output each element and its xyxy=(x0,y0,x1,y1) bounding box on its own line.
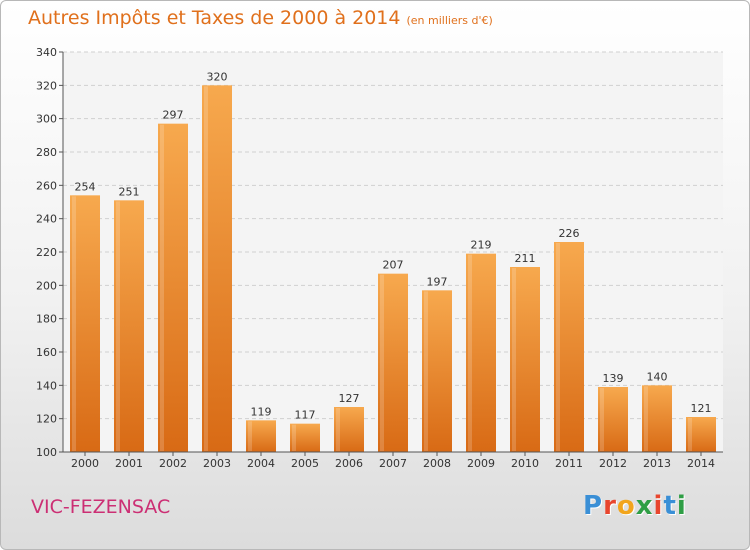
proxiti-logo[interactable]: Proxiti xyxy=(583,491,687,521)
logo-letter: P xyxy=(583,491,604,521)
data-label-2013: 140 xyxy=(647,370,668,383)
bar-highlight xyxy=(688,418,692,451)
x-tick-label-2005: 2005 xyxy=(291,457,319,470)
y-tick-label: 260 xyxy=(36,179,57,192)
bar-highlight xyxy=(424,291,428,451)
chart-title-text: Autres Impôts et Taxes de 2000 à 2014 xyxy=(28,7,401,29)
data-label-2006: 127 xyxy=(339,392,360,405)
data-label-2012: 139 xyxy=(603,372,624,385)
y-tick-label: 180 xyxy=(36,313,57,326)
y-tick-label: 140 xyxy=(36,379,57,392)
y-tick-label: 220 xyxy=(36,246,57,259)
bar-2004 xyxy=(246,420,276,452)
data-label-2011: 226 xyxy=(559,227,580,240)
data-label-2005: 117 xyxy=(295,409,316,422)
bar-2009 xyxy=(466,253,496,452)
y-tick-label: 320 xyxy=(36,79,57,92)
logo-letter: r xyxy=(603,491,617,521)
x-tick-label-2010: 2010 xyxy=(511,457,539,470)
x-tick-label-2002: 2002 xyxy=(159,457,187,470)
bar-highlight xyxy=(336,408,340,451)
bar-2001 xyxy=(114,200,144,452)
data-label-2010: 211 xyxy=(515,252,536,265)
chart-subtitle: (en milliers d'€) xyxy=(406,14,493,27)
logo-letter: t xyxy=(663,491,677,521)
bar-2006 xyxy=(334,407,364,452)
bar-2000 xyxy=(70,195,100,453)
bar-2013 xyxy=(642,385,672,452)
bar-2002 xyxy=(158,123,188,453)
y-tick-label: 200 xyxy=(36,279,57,292)
x-tick-label-2007: 2007 xyxy=(379,457,407,470)
logo-letter: i xyxy=(676,491,687,521)
y-tick-label: 240 xyxy=(36,213,57,226)
bar-highlight xyxy=(204,86,208,451)
bar-highlight xyxy=(160,124,164,452)
data-label-2014: 121 xyxy=(691,402,712,415)
y-tick-label: 100 xyxy=(36,446,57,459)
x-tick-label-2008: 2008 xyxy=(423,457,451,470)
bar-highlight xyxy=(380,274,384,451)
y-tick-label: 280 xyxy=(36,146,57,159)
data-label-2002: 297 xyxy=(163,109,184,122)
bar-highlight xyxy=(600,388,604,451)
bar-2014 xyxy=(686,417,716,452)
bar-highlight xyxy=(512,268,516,451)
logo-letter: i xyxy=(653,491,664,521)
x-tick-label-2009: 2009 xyxy=(467,457,495,470)
x-tick-label-2006: 2006 xyxy=(335,457,363,470)
bar-2011 xyxy=(554,242,584,452)
bar-highlight xyxy=(72,196,76,451)
bar-2008 xyxy=(422,290,452,452)
logo-letter: o xyxy=(616,491,636,521)
x-tick-label-2003: 2003 xyxy=(203,457,231,470)
data-label-2004: 119 xyxy=(251,405,272,418)
bar-2003 xyxy=(202,85,232,452)
city-name: VIC-FEZENSAC xyxy=(31,496,171,518)
y-tick-label: 160 xyxy=(36,346,57,359)
bar-2010 xyxy=(510,267,540,452)
y-tick-label: 300 xyxy=(36,113,57,126)
data-label-2009: 219 xyxy=(471,239,492,252)
x-tick-label-2013: 2013 xyxy=(643,457,671,470)
data-label-2007: 207 xyxy=(383,259,404,272)
data-label-2001: 251 xyxy=(119,185,140,198)
bar-2005 xyxy=(290,423,320,452)
bar-2012 xyxy=(598,387,628,452)
x-tick-label-2001: 2001 xyxy=(115,457,143,470)
bar-highlight xyxy=(644,386,648,451)
x-tick-label-2012: 2012 xyxy=(599,457,627,470)
bar-highlight xyxy=(292,424,296,451)
x-tick-label-2000: 2000 xyxy=(71,457,99,470)
bar-highlight xyxy=(116,201,120,451)
chart-title: Autres Impôts et Taxes de 2000 à 2014 (en… xyxy=(28,7,493,29)
bar-2007 xyxy=(378,273,408,452)
logo-letter: x xyxy=(635,491,654,521)
y-tick-label: 340 xyxy=(36,46,57,59)
x-tick-label-2014: 2014 xyxy=(687,457,715,470)
y-tick-label: 120 xyxy=(36,413,57,426)
data-label-2000: 254 xyxy=(75,180,96,193)
data-label-2008: 197 xyxy=(427,275,448,288)
data-label-2003: 320 xyxy=(207,70,228,83)
bar-highlight xyxy=(556,243,560,451)
x-tick-label-2004: 2004 xyxy=(247,457,275,470)
bar-highlight xyxy=(248,421,252,451)
bar-highlight xyxy=(468,254,472,451)
x-tick-label-2011: 2011 xyxy=(555,457,583,470)
